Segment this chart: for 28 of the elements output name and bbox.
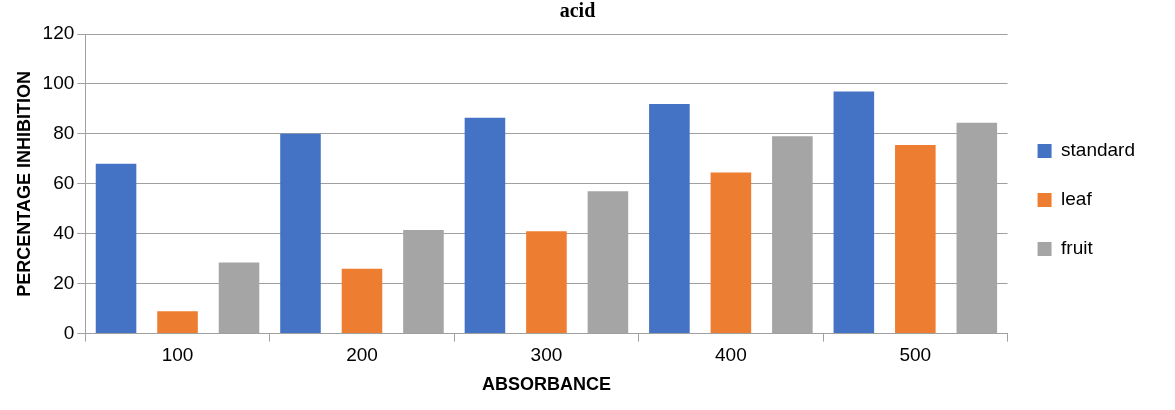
bar bbox=[157, 311, 198, 334]
bar bbox=[280, 133, 321, 334]
bar bbox=[649, 103, 690, 334]
bar bbox=[464, 117, 506, 334]
legend-label: standard bbox=[1061, 139, 1136, 161]
x-tick-label: 500 bbox=[899, 344, 932, 366]
bar bbox=[833, 91, 875, 334]
y-tick-label: 0 bbox=[63, 321, 75, 343]
x-tick-label: 200 bbox=[346, 344, 378, 366]
bar bbox=[95, 163, 137, 334]
bar bbox=[341, 268, 383, 334]
chart-title: acid bbox=[559, 0, 596, 22]
x-axis-title: ABSORBANCE bbox=[481, 374, 611, 395]
bar bbox=[895, 145, 936, 334]
legend-label: leaf bbox=[1061, 188, 1093, 210]
legend-label: fruit bbox=[1061, 237, 1094, 259]
y-axis-title: PERCENTAGE INHIBITION bbox=[13, 70, 34, 297]
y-tick-label: 20 bbox=[53, 271, 75, 293]
bar bbox=[710, 172, 752, 334]
y-tick-label: 40 bbox=[53, 221, 75, 243]
y-tick-label: 60 bbox=[53, 172, 75, 194]
x-tick-label: 400 bbox=[715, 344, 747, 366]
bar bbox=[526, 231, 567, 334]
y-tick-label: 100 bbox=[42, 72, 75, 94]
x-tick-label: 100 bbox=[161, 344, 194, 366]
y-tick-label: 120 bbox=[42, 22, 75, 44]
x-tick-label: 300 bbox=[530, 344, 563, 366]
y-tick-label: 80 bbox=[53, 122, 75, 144]
